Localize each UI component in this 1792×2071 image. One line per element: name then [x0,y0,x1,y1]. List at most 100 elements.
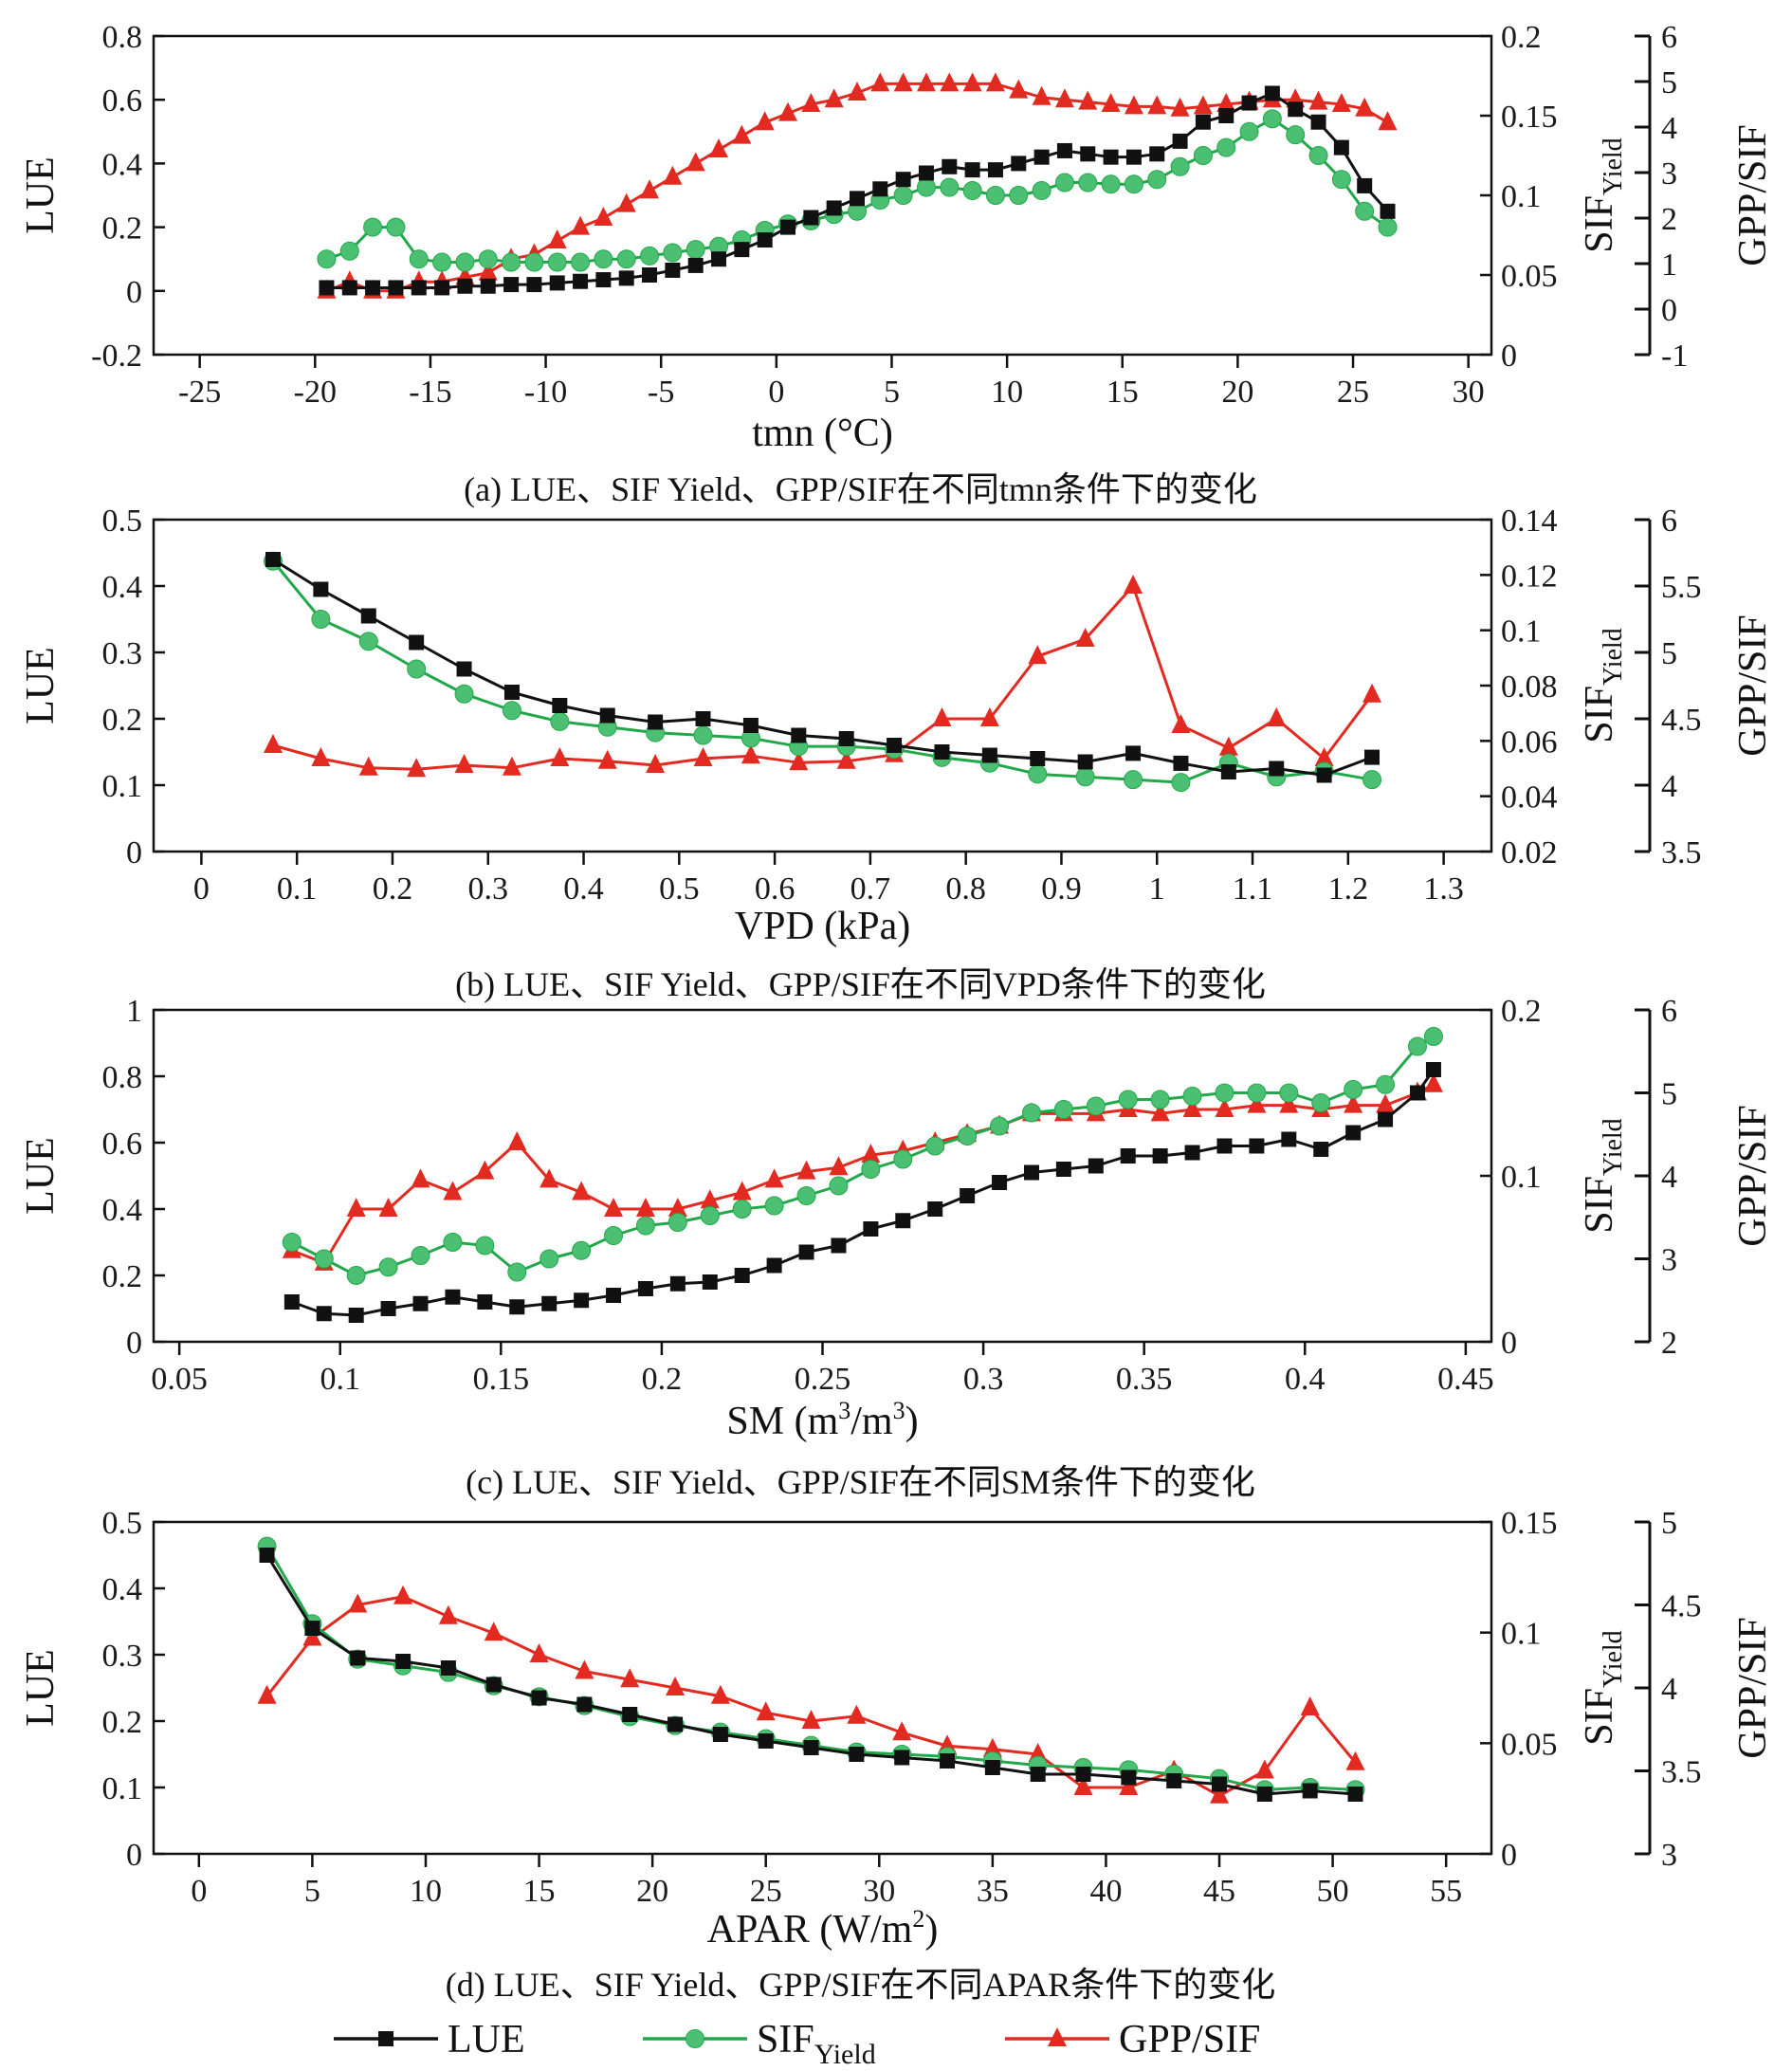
lue-point [1220,764,1236,779]
gpp-point [640,179,660,199]
lue-point [940,1753,956,1769]
lue-point [1357,177,1373,193]
gpp-point [1028,645,1048,665]
sif-point [502,701,521,721]
x-axis: -25 -20 -15 -10 -5 0 5 10 15 20 25 30 [178,355,1485,410]
gpp-point [478,261,498,281]
y-axis-right-sif: 0 0.05 0.1 0.15 0.2 [1480,20,1558,374]
lue-point [981,747,997,763]
lue-point [1409,1085,1425,1101]
sif-point [829,1176,849,1196]
sif-point [796,1186,816,1205]
gpp-point [1009,79,1029,99]
x-tick-label: 0.15 [473,1362,530,1397]
sif-point [1262,109,1282,129]
sif-point [317,249,337,269]
gpp-point [836,749,856,769]
x-tick-label: 30 [863,1874,895,1909]
gpp-point [1124,575,1143,594]
gpp-point [693,747,713,766]
gpp-point [502,756,521,776]
plot-frame [152,1008,1493,1344]
sif-point [407,659,427,679]
y-tick-label: 0.8 [102,20,143,55]
x-tick-label: 0.4 [1285,1362,1326,1397]
gpp-point [829,1156,849,1176]
gpp-point [597,749,617,769]
gpp-point [302,1626,322,1646]
lue-point [1152,1148,1168,1164]
lue-point [648,714,664,730]
lue-point [1166,1773,1182,1788]
lue-point [549,275,565,291]
lue-point [992,1175,1008,1190]
sif-point [358,632,378,651]
gpp-point [1355,97,1375,117]
y3-tick-label: 5 [1661,636,1677,671]
x-tick-label: 40 [1089,1874,1122,1909]
x-tick-label: -15 [409,375,451,410]
gpp-point [982,1737,1002,1757]
lue-point [445,1289,461,1305]
gpp-point [686,152,705,172]
lue-point [766,1257,782,1274]
lue-point [480,278,496,294]
sif-point [432,252,452,272]
y-axis-offset-gpp: 3.5 4 4.5 5 5.5 6 [1635,504,1702,871]
lue-point [894,1750,910,1766]
lue-point [1288,101,1304,118]
y-axis-left: 0 0.1 0.2 0.3 0.4 0.5 [102,504,165,871]
series-lue [283,1062,1441,1323]
x-tick-label: 15 [523,1874,556,1909]
gpp-point [646,754,666,773]
sif-point [1170,156,1190,176]
sif-point [1311,1093,1331,1112]
lue-point [1080,146,1096,162]
lue-point [1302,1783,1318,1799]
series-lue [259,1548,1363,1802]
y3-axis-title: GPP/SIF [1731,124,1775,266]
y3-tick-label: 2 [1661,202,1677,237]
gpp-point [1182,1098,1202,1117]
sif-point [616,249,636,269]
sif-point [990,1116,1010,1136]
x-tick-label: 55 [1430,1874,1462,1909]
lue-point [365,280,381,296]
lue-point [1120,1148,1136,1164]
y3-tick-label: 1 [1661,247,1677,283]
gpp-point [348,1593,368,1613]
gpp-point [1344,1093,1363,1113]
x-tick-label: 0 [193,871,210,907]
x-tick-label: 0.8 [945,871,986,907]
y2-tick-label: 0.12 [1501,559,1558,594]
lue-point [477,1294,493,1310]
gpp-point [604,1198,624,1217]
y3-tick-label: 6 [1661,20,1677,55]
panel-d: 0 5 10 15 20 25 30 35 40 45 50 5500.10.20.30.40.500… [19,1506,1775,2004]
gpp-point [663,165,683,185]
y3-tick-label: 4.5 [1661,1589,1702,1624]
panel-caption: (d) LUE、SIF Yield、GPP/SIF在不同APAR条件下的变化 [446,1966,1275,2004]
gpp-point [1147,95,1167,115]
lue-point [1173,755,1189,771]
x-tick-label: 0.2 [642,1362,683,1397]
lue-point [742,718,759,733]
gpp-line [265,1595,1357,1798]
legend-lue-label: LUE [448,2018,525,2062]
lue-point [669,1275,686,1292]
gpp-point [1216,93,1236,112]
x-tick-label: -20 [294,375,337,410]
x-axis-title: SM (m3/m3) [726,1397,918,1443]
x-tick-label: -10 [524,375,567,410]
x-tick-label: 5 [884,375,900,410]
y3-tick-label: 4 [1661,1160,1677,1195]
lue-point [350,1650,366,1666]
y2-tick-label: 0.05 [1501,1727,1558,1762]
gpp-point [847,1704,867,1724]
lue-point [826,200,842,216]
sif-point [958,1127,978,1145]
y-axis-title: LUE [19,1137,63,1215]
y3-tick-label: 3 [1661,1838,1677,1873]
gpp-point [700,1189,720,1209]
y-axis-right-sif: 0 0.1 0.2 [1480,994,1542,1361]
